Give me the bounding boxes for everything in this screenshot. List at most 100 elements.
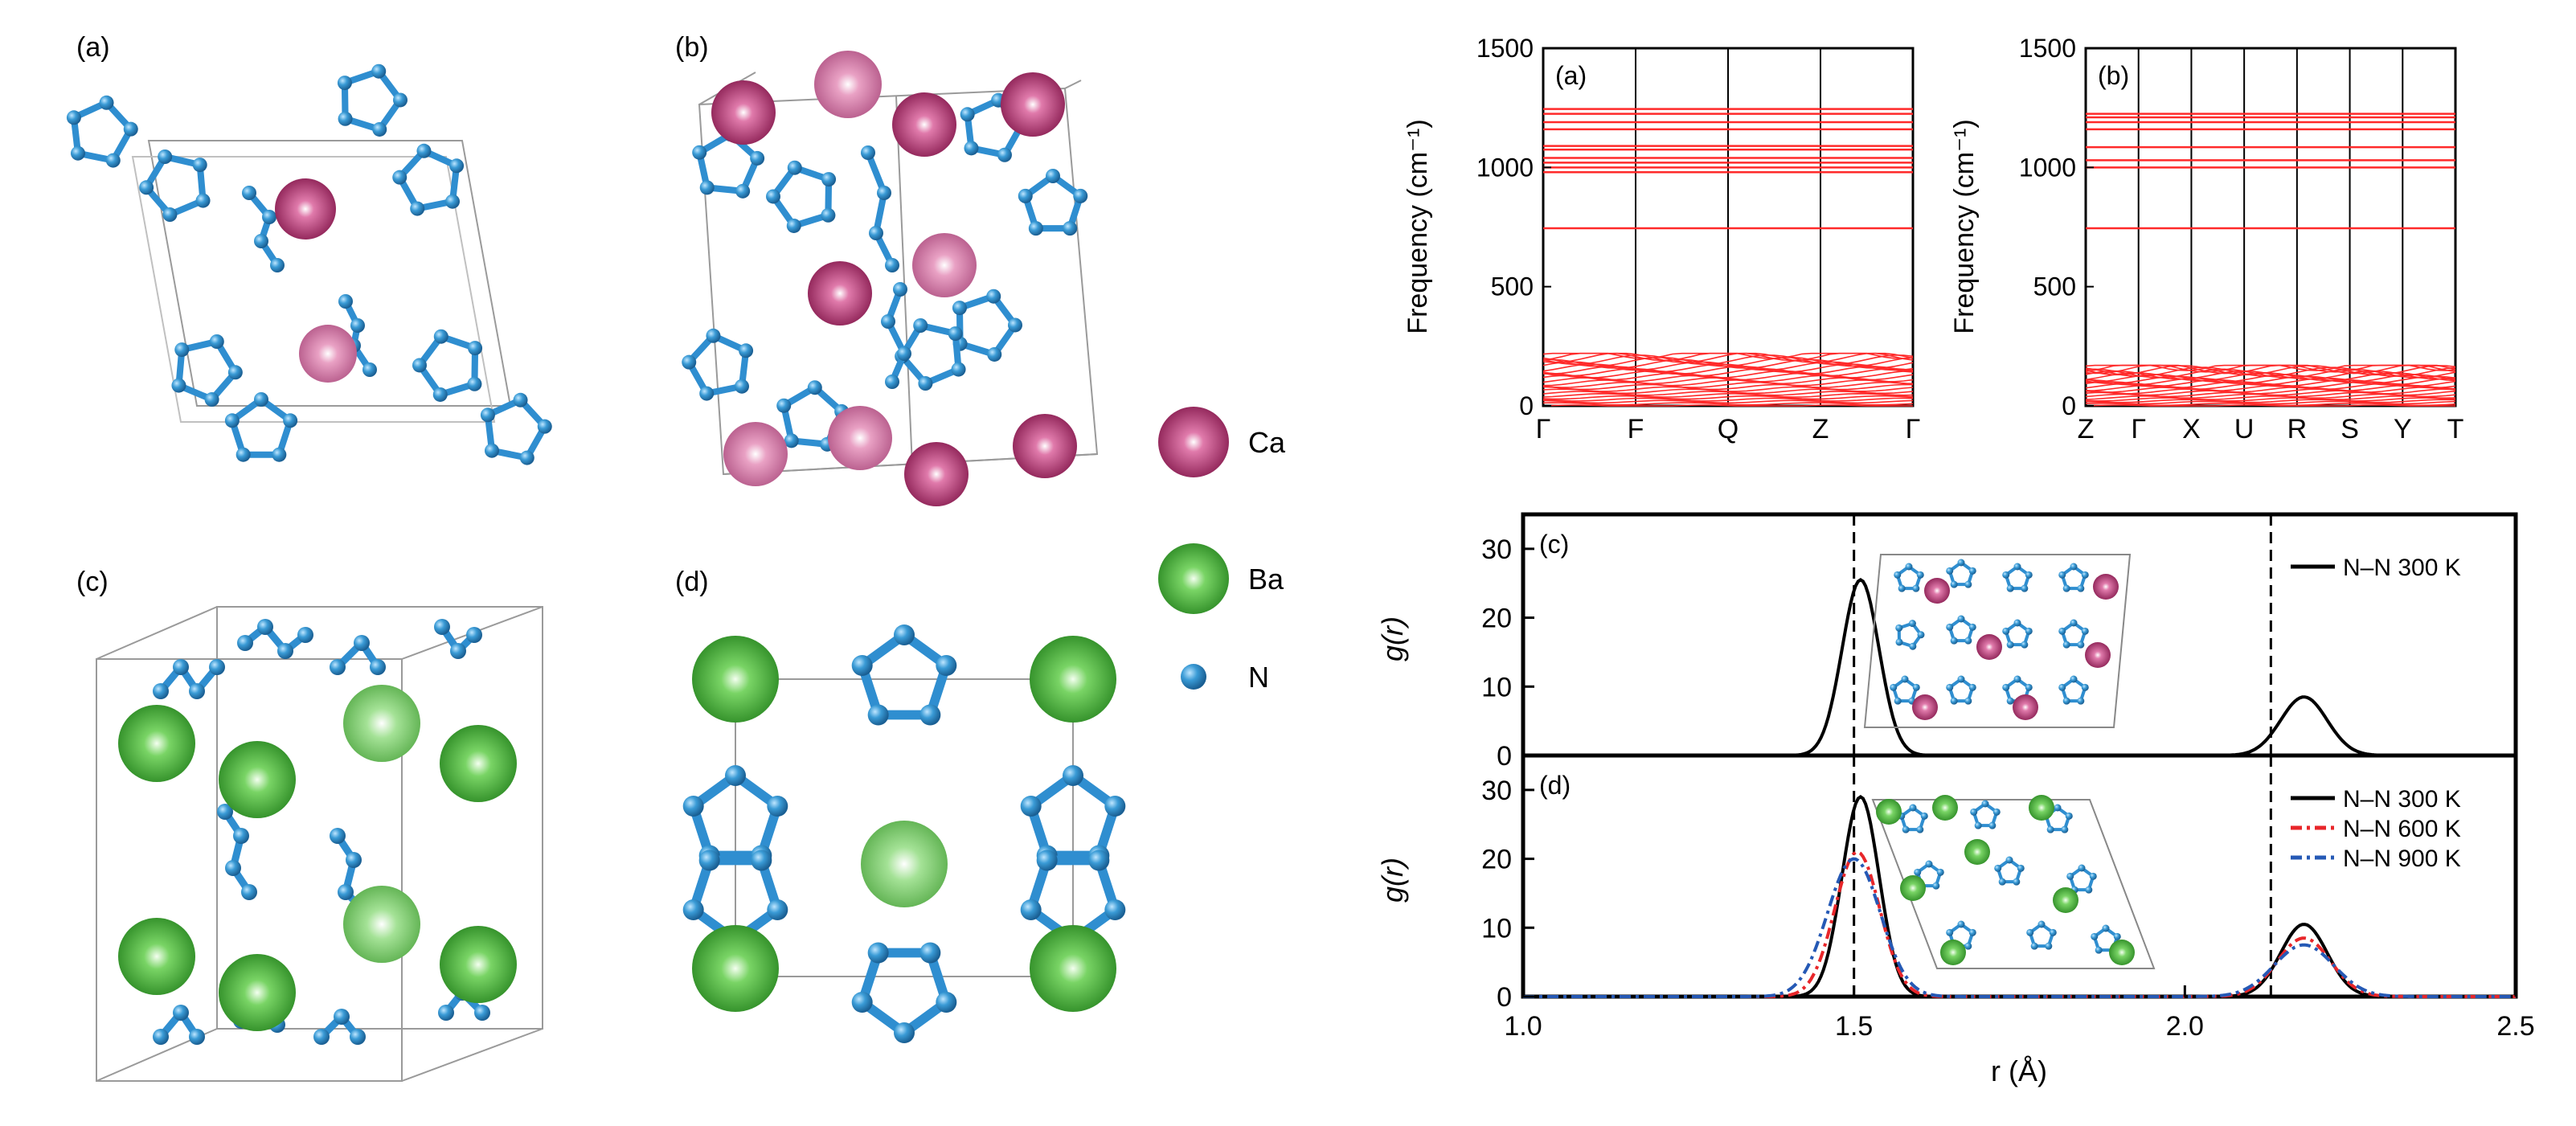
n-atom xyxy=(432,387,448,402)
n-atom xyxy=(1909,804,1917,812)
k-point-label: Z xyxy=(1812,414,1829,444)
n-atom xyxy=(1890,683,1898,691)
n-atom xyxy=(1088,850,1110,871)
n-atom xyxy=(1957,615,1965,623)
phonon-band xyxy=(2085,366,2456,377)
n-atom xyxy=(2085,886,2093,894)
y-tick-label: 20 xyxy=(1481,845,1512,875)
n-atom xyxy=(354,635,370,651)
n-atom xyxy=(270,258,285,272)
structure-a-label: (a) xyxy=(76,32,110,63)
cation-atom xyxy=(2109,940,2135,965)
y-axis-label: g(r) xyxy=(1376,858,1409,903)
n-atom xyxy=(2049,928,2057,936)
n-atom xyxy=(987,346,1002,362)
phonon-dispersion-a: Γ F Q Z Γ 0 500 1000 1500 (a) Frequency (cm⁻¹) xyxy=(1403,34,1920,444)
n-atom xyxy=(433,329,448,344)
phonon-band xyxy=(1542,383,1914,391)
n-atom xyxy=(123,121,138,137)
n-atom xyxy=(173,659,189,675)
n-atom xyxy=(153,1029,169,1045)
n-atom xyxy=(1998,878,2006,886)
n-atom xyxy=(893,282,907,297)
phonon-panel-a-label: (a) xyxy=(1555,61,1587,90)
n-atom xyxy=(158,149,173,164)
ca-atom xyxy=(892,92,956,157)
n-atom xyxy=(2030,942,2038,950)
ca-atom xyxy=(711,80,776,145)
cation-atom xyxy=(2029,795,2054,821)
n-atom xyxy=(241,884,257,900)
n-atom xyxy=(438,1005,454,1021)
n-atom xyxy=(1895,624,1903,632)
legend-label-ca: Ca xyxy=(1248,426,1286,459)
y-tick-labels: 0 500 1000 1500 xyxy=(2019,34,2094,420)
nitrogen-network xyxy=(66,63,1126,1045)
n-atom xyxy=(1950,697,1958,705)
n-atom xyxy=(2021,584,2029,592)
n-atom xyxy=(277,643,293,659)
y-tick-labels: 0 10 20 30 xyxy=(1481,534,1534,772)
n-atom xyxy=(1988,821,1997,829)
n-atom xyxy=(2002,627,2010,635)
n-atom xyxy=(2013,619,2021,627)
n-atom xyxy=(2070,619,2078,627)
n-atom xyxy=(71,145,86,161)
ca-atom xyxy=(723,422,788,486)
n-atom xyxy=(519,450,534,465)
n-atom xyxy=(254,234,268,248)
n-atom xyxy=(338,884,354,900)
n-atom xyxy=(410,201,425,216)
n-atom xyxy=(1964,580,1972,588)
n-atom xyxy=(2095,946,2103,954)
phonon-band xyxy=(1542,370,1914,379)
n-atom xyxy=(350,318,365,333)
phonon-band xyxy=(1542,367,1914,377)
ba-atom xyxy=(219,741,296,818)
n-atom xyxy=(734,379,749,394)
n-atom xyxy=(2002,571,2010,579)
n-atom xyxy=(1968,567,1976,575)
y-tick-labels: 0 500 1000 1500 xyxy=(1476,34,1551,420)
y-tick-label: 500 xyxy=(1491,272,1534,301)
k-point-label: F xyxy=(1628,414,1644,444)
n-atom xyxy=(233,828,249,844)
n-atom xyxy=(254,392,268,407)
n-atom xyxy=(467,376,482,391)
n-atom xyxy=(2025,571,2033,579)
n-atom xyxy=(885,258,899,272)
n-atom xyxy=(692,145,707,160)
n-atom xyxy=(2078,864,2086,872)
structure-c-label: (c) xyxy=(76,567,109,597)
x-tick-label: 2.5 xyxy=(2496,1011,2534,1042)
n-atom xyxy=(1916,825,1924,833)
n-atom xyxy=(450,643,466,659)
n-atom xyxy=(350,1029,366,1045)
n-atom xyxy=(2025,627,2033,635)
cation-atom xyxy=(2013,694,2038,720)
n-atom xyxy=(725,765,746,786)
n-atom xyxy=(330,828,346,844)
n-atom xyxy=(1909,642,1917,650)
n-atom xyxy=(919,704,941,726)
n-atom xyxy=(997,147,1012,162)
ca-atom xyxy=(904,442,969,506)
cation-atom xyxy=(1912,694,1938,720)
n-atom xyxy=(162,207,178,223)
phonon-band xyxy=(2085,386,2456,393)
n-atom xyxy=(787,160,802,175)
inset-ca-structure xyxy=(1863,554,2132,728)
n-atom xyxy=(1981,800,1989,808)
n-atom xyxy=(2089,872,2097,880)
ca-legend-sphere xyxy=(1158,407,1229,477)
n-atom xyxy=(283,413,298,428)
n-atom xyxy=(370,659,386,675)
n-atom xyxy=(2062,584,2070,592)
phonon-dispersion-b: Z Γ X U R S Y T 0 500 1000 1500 (b) Frequency (cm⁻… xyxy=(1949,34,2463,444)
x-tick-label: 2.0 xyxy=(2166,1011,2204,1042)
phonon-band xyxy=(2085,397,2456,402)
n-atom xyxy=(189,1029,205,1045)
rdf-panel-c-label: (c) xyxy=(1539,530,1569,559)
y-tick-label: 10 xyxy=(1481,672,1512,702)
